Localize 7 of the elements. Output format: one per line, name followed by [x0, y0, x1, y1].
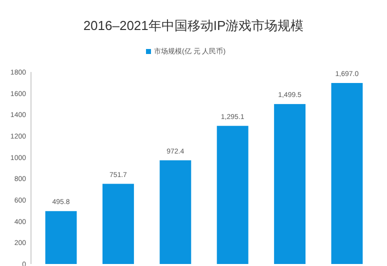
bar	[45, 211, 77, 264]
bar	[216, 126, 248, 264]
bar	[102, 184, 134, 264]
bar	[160, 160, 192, 264]
bar	[331, 82, 363, 264]
bar	[274, 104, 306, 264]
chart-title: 2016–2021年中国移动IP游戏市场规模	[83, 18, 304, 33]
